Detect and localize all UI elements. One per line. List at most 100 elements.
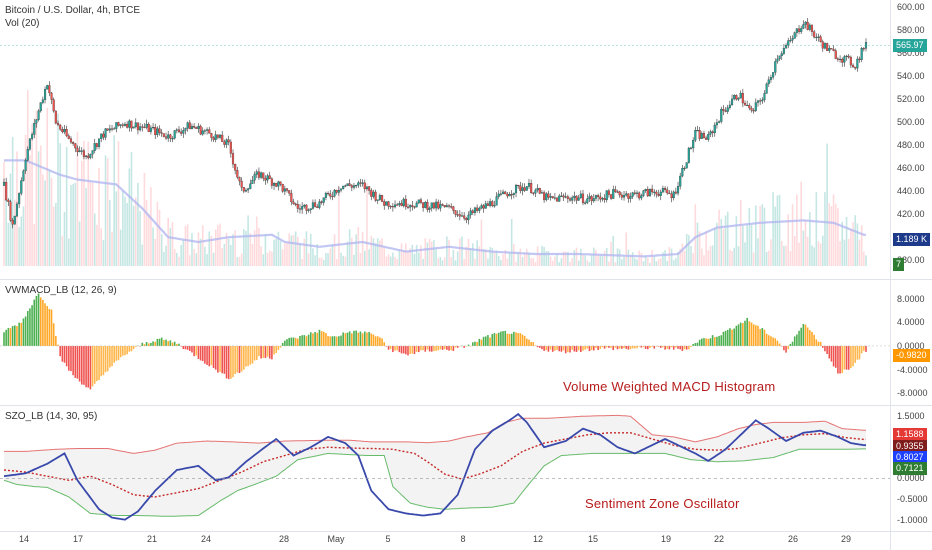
histogram-bar[interactable] [709, 338, 712, 346]
candle-body[interactable] [61, 129, 64, 133]
volume-bar[interactable] [852, 222, 854, 266]
histogram-bar[interactable] [666, 345, 669, 349]
candle-body[interactable] [746, 104, 749, 107]
candle-body[interactable] [322, 197, 325, 203]
candle-body[interactable] [514, 184, 518, 194]
histogram-bar[interactable] [804, 324, 807, 346]
volume-bar[interactable] [284, 243, 286, 266]
volume-bar[interactable] [119, 229, 122, 266]
candle-body[interactable] [556, 197, 559, 202]
candle-body[interactable] [625, 193, 628, 196]
candle-body[interactable] [428, 207, 431, 210]
histogram-bar[interactable] [115, 345, 118, 361]
histogram-bar[interactable] [580, 345, 582, 353]
volume-bar[interactable] [219, 223, 221, 266]
candle-body[interactable] [311, 202, 314, 209]
histogram-bar[interactable] [156, 338, 159, 346]
histogram-bar[interactable] [815, 339, 818, 346]
histogram-bar[interactable] [150, 342, 152, 346]
volume-bar[interactable] [318, 257, 321, 266]
volume-bar[interactable] [290, 235, 293, 266]
histogram-bar[interactable] [538, 345, 541, 348]
histogram-bar[interactable] [18, 322, 20, 346]
volume-bar[interactable] [456, 251, 459, 266]
volume-bar[interactable] [381, 238, 383, 266]
volume-bar[interactable] [601, 256, 604, 266]
histogram-bar[interactable] [117, 345, 120, 361]
volume-bar[interactable] [76, 131, 79, 266]
candle-body[interactable] [845, 55, 848, 57]
histogram-bar[interactable] [761, 328, 764, 346]
candle-body[interactable] [566, 196, 569, 199]
histogram-bar[interactable] [530, 341, 532, 346]
histogram-bar[interactable] [333, 336, 336, 346]
volume-bar[interactable] [510, 218, 513, 266]
volume-bar[interactable] [251, 243, 254, 266]
histogram-bar[interactable] [664, 345, 666, 350]
candle-body[interactable] [752, 110, 755, 112]
candle-body[interactable] [754, 102, 757, 111]
histogram-bar[interactable] [450, 345, 453, 351]
candle-body[interactable] [2, 182, 6, 186]
candle-body[interactable] [210, 133, 213, 138]
histogram-bar[interactable] [234, 345, 236, 374]
volume-bar[interactable] [508, 253, 511, 266]
volume-bar[interactable] [156, 201, 159, 266]
candle-body[interactable] [218, 134, 222, 138]
candle-body[interactable] [160, 132, 163, 134]
volume-bar[interactable] [774, 206, 777, 266]
volume-bar[interactable] [312, 248, 314, 266]
volume-bar[interactable] [329, 248, 332, 266]
candle-body[interactable] [290, 192, 293, 203]
histogram-bar[interactable] [474, 341, 476, 346]
volume-bar[interactable] [102, 240, 105, 266]
candle-body[interactable] [720, 108, 723, 122]
candle-body[interactable] [692, 140, 695, 149]
volume-bar[interactable] [720, 218, 723, 266]
volume-bar[interactable] [137, 182, 139, 266]
histogram-bar[interactable] [325, 333, 327, 346]
histogram-bar[interactable] [774, 338, 777, 346]
volume-bar[interactable] [739, 200, 742, 266]
histogram-bar[interactable] [789, 343, 792, 346]
histogram-bar[interactable] [824, 345, 826, 352]
histogram-bar[interactable] [284, 340, 286, 346]
histogram-bar[interactable] [558, 345, 561, 352]
histogram-bar[interactable] [459, 345, 461, 347]
histogram-bar[interactable] [863, 345, 865, 351]
histogram-bar[interactable] [817, 341, 820, 346]
volume-bar[interactable] [225, 232, 228, 266]
candle-body[interactable] [445, 205, 448, 208]
volume-bar[interactable] [588, 262, 591, 266]
volume-bar[interactable] [433, 240, 435, 266]
histogram-bar[interactable] [405, 345, 407, 355]
volume-bar[interactable] [147, 213, 150, 266]
histogram-bar[interactable] [659, 345, 662, 348]
histogram-bar[interactable] [718, 335, 720, 346]
candle-body[interactable] [372, 191, 375, 197]
candle-body[interactable] [424, 201, 427, 208]
volume-bar[interactable] [370, 235, 373, 266]
volume-bar[interactable] [737, 246, 740, 266]
histogram-bar[interactable] [232, 345, 234, 378]
candle-body[interactable] [335, 189, 338, 193]
histogram-bar[interactable] [688, 345, 690, 350]
histogram-bar[interactable] [355, 330, 357, 346]
histogram-bar[interactable] [63, 345, 66, 363]
candle-body[interactable] [72, 142, 75, 144]
histogram-bar[interactable] [618, 345, 621, 349]
candle-body[interactable] [145, 123, 148, 128]
histogram-bar[interactable] [551, 345, 554, 352]
histogram-bar[interactable] [703, 338, 705, 346]
candle-body[interactable] [599, 196, 602, 200]
candle-body[interactable] [603, 198, 606, 201]
candle-body[interactable] [558, 195, 561, 202]
candle-body[interactable] [473, 207, 477, 213]
histogram-bar[interactable] [711, 335, 714, 346]
volume-bar[interactable] [618, 249, 621, 266]
candle-body[interactable] [234, 163, 237, 171]
volume-bar[interactable] [722, 228, 725, 266]
candle-body[interactable] [262, 172, 265, 179]
candle-body[interactable] [800, 28, 803, 32]
volume-bar[interactable] [487, 258, 489, 266]
